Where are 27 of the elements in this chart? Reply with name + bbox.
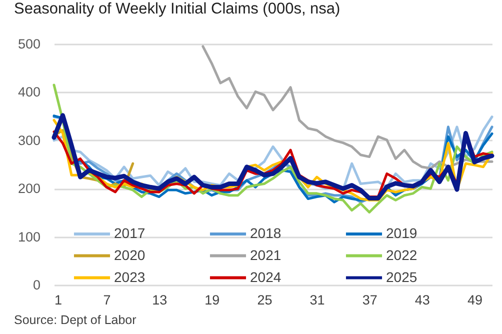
- x-tick-label: 1: [54, 292, 62, 308]
- y-tick-label: 100: [18, 229, 40, 244]
- y-tick-label: 200: [18, 181, 40, 196]
- x-tick-label: 7: [103, 292, 111, 308]
- y-tick-label: 400: [18, 84, 40, 100]
- line-series: [202, 45, 494, 170]
- x-tick-label: 49: [467, 292, 482, 308]
- y-tick-label: 0: [32, 278, 40, 292]
- y-tick-label: 300: [18, 132, 40, 148]
- chart-title: Seasonality of Weekly Initial Claims (000s, nsa): [14, 0, 340, 18]
- x-tick-label: 31: [310, 292, 325, 308]
- x-tick-label: 37: [362, 292, 378, 308]
- legend-label: 2025: [386, 268, 418, 285]
- legend-label: 2021: [250, 246, 282, 263]
- legend-label: 2023: [114, 268, 146, 285]
- legend-label: 2022: [386, 246, 418, 263]
- x-tick-label: 13: [152, 292, 168, 308]
- y-tick-label: 500: [18, 36, 40, 52]
- x-tick-label: 25: [257, 292, 272, 308]
- x-tick-label: 43: [414, 292, 430, 308]
- legend-label: 2019: [386, 225, 418, 241]
- source-note: Source: Dept of Labor: [14, 313, 136, 327]
- legend-label: 2018: [250, 225, 282, 241]
- legend-label: 2024: [250, 268, 282, 285]
- legend-label: 2020: [114, 246, 146, 263]
- legend-label: 2017: [114, 225, 146, 241]
- x-tick-label: 19: [204, 292, 220, 308]
